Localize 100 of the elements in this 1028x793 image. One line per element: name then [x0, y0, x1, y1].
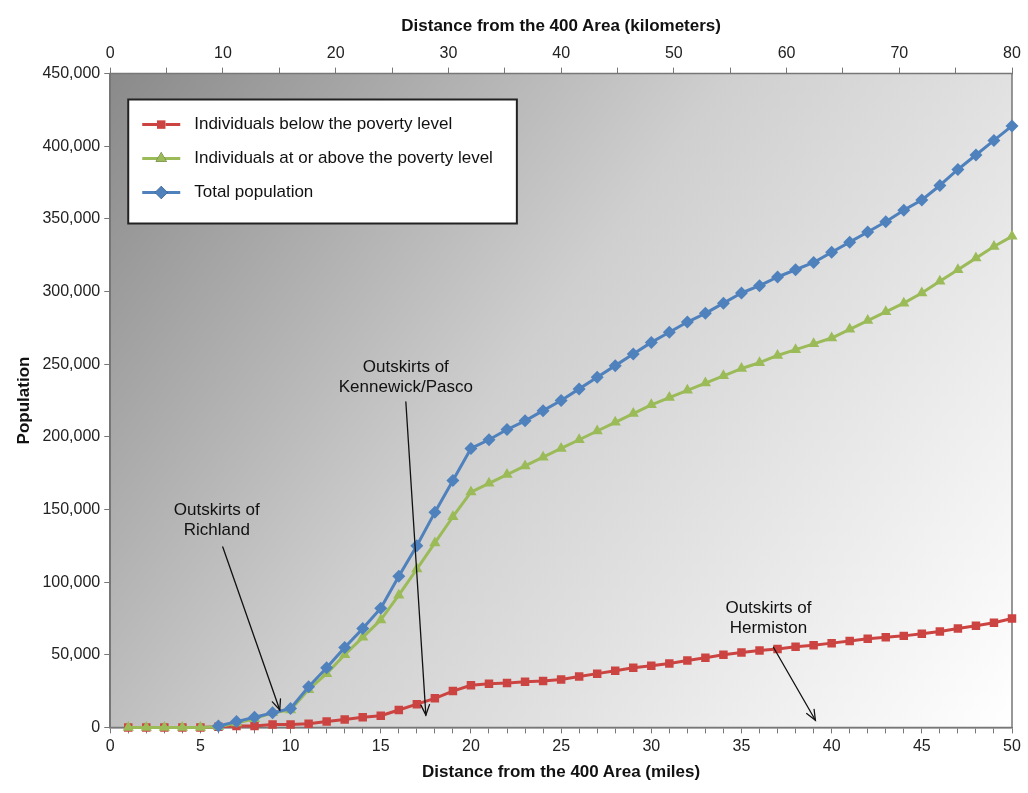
- point: [716, 296, 730, 310]
- x-tick-label: 25: [552, 737, 571, 755]
- point: [683, 656, 692, 665]
- point: [250, 721, 259, 731]
- point: [862, 314, 874, 324]
- point: [897, 203, 911, 217]
- x-tick-label: 30: [642, 737, 661, 755]
- point: [446, 473, 460, 487]
- point: [698, 306, 712, 320]
- point: [464, 441, 478, 455]
- x2-tick-label: 10: [214, 44, 232, 62]
- point: [304, 719, 313, 729]
- point: [863, 634, 872, 644]
- point: [753, 279, 767, 293]
- point: [880, 305, 892, 316]
- point: [827, 638, 836, 648]
- x-tick-label: 40: [822, 737, 841, 755]
- point: [953, 624, 963, 633]
- x2-tick-label: 50: [664, 44, 683, 62]
- y-tick-label: 250,000: [42, 354, 101, 372]
- point: [665, 659, 674, 668]
- point: [969, 148, 983, 162]
- point: [629, 663, 638, 673]
- y-tick-label: 450,000: [42, 64, 101, 82]
- point: [789, 263, 803, 277]
- point: [881, 633, 890, 642]
- point: [447, 510, 459, 520]
- point: [554, 394, 568, 407]
- x-tick-label: 5: [195, 737, 205, 755]
- x-tick-label: 35: [732, 737, 751, 755]
- point: [916, 286, 928, 297]
- point: [393, 588, 405, 599]
- point: [536, 404, 550, 418]
- y-tick-label: 50,000: [51, 645, 101, 663]
- point: [590, 370, 604, 384]
- legend-label: Total population: [194, 182, 314, 202]
- point: [879, 215, 893, 229]
- point: [970, 251, 982, 262]
- legend-label: Individuals below the poverty level: [194, 114, 453, 134]
- y-tick-label: 150,000: [42, 499, 101, 517]
- point: [1007, 614, 1017, 623]
- point: [286, 720, 295, 729]
- point: [322, 717, 331, 726]
- point: [699, 376, 712, 387]
- point: [680, 315, 694, 329]
- point: [268, 720, 277, 729]
- point: [935, 627, 945, 636]
- point: [844, 322, 856, 333]
- point: [592, 669, 602, 678]
- legend-label: Individuals at or above the poverty level: [194, 148, 493, 168]
- point: [737, 648, 746, 657]
- point: [701, 653, 710, 662]
- y-tick-label: 200,000: [42, 427, 101, 445]
- y-tick-label: 0: [91, 717, 101, 735]
- point: [608, 359, 622, 373]
- point: [430, 694, 440, 703]
- x2-tick-label: 0: [105, 44, 115, 62]
- point: [771, 270, 785, 284]
- point: [465, 485, 477, 496]
- point: [647, 661, 656, 670]
- point: [518, 414, 532, 428]
- point: [826, 331, 838, 342]
- point: [519, 459, 531, 470]
- point: [843, 235, 857, 249]
- point: [934, 274, 946, 285]
- point: [971, 621, 981, 630]
- point: [681, 383, 693, 394]
- point: [572, 382, 586, 396]
- x-tick-label: 20: [462, 737, 480, 755]
- point: [501, 468, 513, 478]
- x-tick-label: 0: [105, 737, 115, 755]
- point: [662, 325, 676, 339]
- point: [825, 245, 839, 259]
- point: [320, 661, 334, 675]
- point: [917, 629, 927, 638]
- point: [340, 715, 349, 724]
- x2-tick-label: 60: [777, 44, 796, 62]
- point: [520, 677, 530, 686]
- point: [755, 646, 764, 655]
- point: [789, 343, 802, 353]
- point: [933, 178, 947, 192]
- annotation: Outskirts of Richland: [173, 500, 261, 540]
- x2-tick-label: 70: [890, 44, 909, 62]
- y-tick-label: 350,000: [42, 209, 101, 227]
- point: [374, 601, 388, 615]
- point: [753, 356, 766, 366]
- point: [734, 286, 748, 300]
- x2-tick-label: 30: [439, 44, 458, 62]
- point: [951, 162, 965, 176]
- y-tick-label: 300,000: [42, 281, 101, 299]
- point: [466, 681, 476, 690]
- annotation: Outskirts of Kennewick/Pasco: [338, 357, 473, 397]
- point: [626, 347, 640, 361]
- point: [915, 193, 929, 207]
- point: [809, 641, 818, 650]
- point: [428, 505, 442, 519]
- x-tick-label: 50: [1003, 737, 1021, 755]
- point: [644, 335, 658, 349]
- point: [898, 296, 910, 307]
- x2-tick-label: 40: [552, 44, 571, 62]
